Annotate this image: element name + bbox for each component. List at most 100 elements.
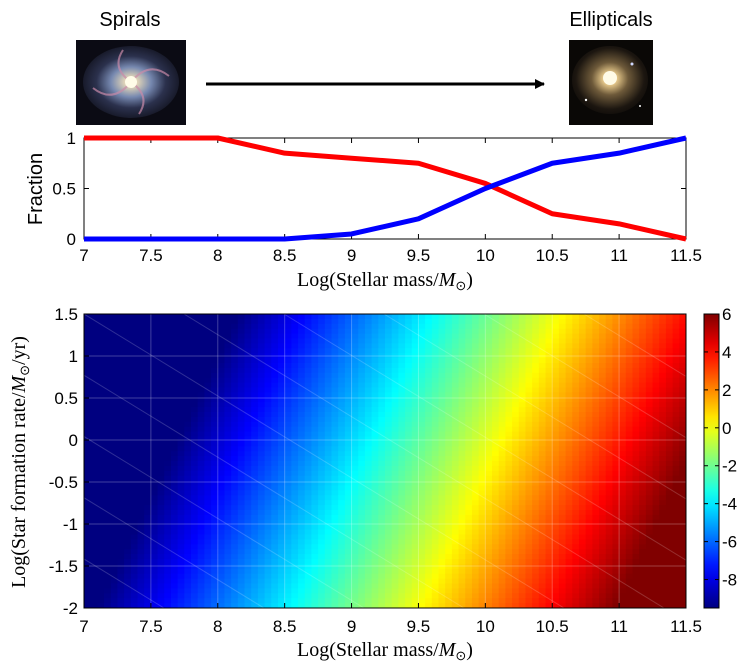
top-x-tick-label: 7.5	[139, 246, 163, 265]
heatmap-cell	[632, 348, 640, 354]
heatmap-cell	[191, 485, 199, 491]
heatmap-cell	[558, 588, 567, 594]
heatmap-cell	[251, 593, 259, 599]
heatmap-cell	[224, 490, 232, 496]
heatmap-cell	[405, 465, 413, 472]
heatmap-cell	[304, 358, 313, 364]
heatmap-cell	[599, 480, 607, 487]
heatmap-cell	[391, 490, 399, 496]
heatmap-cell	[492, 559, 500, 565]
heatmap-cell	[558, 402, 567, 408]
heatmap-cell	[251, 475, 259, 482]
heatmap-cell	[271, 446, 279, 452]
heatmap-cell	[512, 539, 520, 545]
heatmap-cell	[144, 529, 152, 536]
heatmap-cell	[364, 598, 373, 604]
heatmap-cell	[411, 382, 420, 389]
heatmap-cell	[552, 510, 560, 516]
heatmap-cell	[97, 397, 105, 403]
heatmap-cell	[164, 470, 172, 477]
heatmap-cell	[498, 451, 506, 457]
heatmap-cell	[378, 490, 386, 496]
heatmap-cell	[110, 377, 119, 384]
heatmap-cell	[338, 505, 346, 511]
heatmap-cell	[578, 431, 587, 438]
heatmap-cell	[391, 524, 399, 531]
heatmap-cell	[264, 397, 272, 403]
heatmap-cell	[552, 333, 560, 340]
heatmap-cell	[518, 544, 527, 550]
heatmap-cell	[471, 382, 480, 389]
heatmap-cell	[251, 426, 259, 433]
heatmap-cell	[465, 436, 473, 442]
heatmap-cell	[231, 480, 239, 487]
heatmap-cell	[505, 598, 513, 604]
top-x-axis-label: Log(Stellar mass/M⊙)	[297, 269, 473, 293]
heatmap-cell	[324, 426, 333, 433]
heatmap-cell	[244, 451, 252, 457]
heatmap-cell	[351, 519, 359, 526]
heatmap-cell	[191, 500, 199, 506]
heatmap-cell	[291, 578, 299, 585]
heatmap-cell	[498, 603, 506, 608]
heatmap-cell	[438, 358, 446, 364]
heatmap-cell	[204, 519, 212, 526]
heatmap-cell	[405, 416, 413, 423]
heatmap-cell	[251, 392, 259, 398]
heatmap-cell	[331, 436, 339, 442]
heatmap-cell	[538, 392, 547, 398]
heatmap-cell	[284, 465, 292, 472]
heatmap-cell	[104, 510, 112, 516]
heatmap-cell	[525, 412, 533, 418]
heatmap-cell	[578, 338, 587, 344]
heatmap-cell	[358, 519, 366, 526]
heatmap-cell	[104, 407, 112, 413]
heatmap-cell	[97, 465, 105, 472]
heatmap-cell	[177, 372, 185, 379]
heatmap-cell	[425, 588, 433, 594]
heatmap-cell	[438, 314, 446, 320]
heatmap-cell	[518, 573, 527, 580]
heatmap-cell	[565, 358, 573, 364]
heatmap-cell	[451, 387, 460, 393]
heatmap-cell	[110, 323, 119, 330]
heatmap-cell	[625, 338, 634, 344]
heatmap-cell	[431, 333, 440, 340]
heatmap-cell	[518, 554, 527, 560]
heatmap-cell	[465, 593, 473, 599]
heatmap-cell	[338, 426, 346, 433]
heatmap-cell	[244, 314, 252, 320]
heatmap-cell	[244, 563, 252, 570]
heatmap-cell	[625, 407, 634, 413]
heatmap-cell	[110, 544, 119, 550]
heatmap-cell	[277, 397, 286, 403]
heatmap-cell	[298, 554, 306, 560]
heatmap-cell	[277, 563, 286, 570]
heatmap-cell	[471, 397, 480, 403]
heatmap-cell	[498, 470, 506, 477]
heatmap-cell	[572, 514, 580, 521]
heatmap-cell	[257, 568, 266, 575]
heatmap-cell	[558, 446, 567, 452]
heatmap-cell	[164, 412, 172, 418]
heatmap-cell	[264, 485, 272, 491]
heatmap-cell	[124, 363, 132, 369]
heatmap-cell	[371, 338, 379, 344]
heatmap-cell	[191, 421, 199, 428]
heatmap-cell	[177, 480, 185, 487]
heatmap-cell	[184, 544, 192, 550]
heatmap-cell	[612, 377, 620, 384]
heatmap-cell	[84, 412, 92, 418]
heatmap-cell	[104, 441, 112, 447]
heatmap-cell	[438, 470, 446, 477]
heatmap-cell	[97, 353, 105, 359]
heatmap-cell	[110, 588, 119, 594]
heatmap-cell	[605, 436, 614, 442]
heatmap-cell	[231, 353, 239, 359]
heatmap-cell	[525, 407, 533, 413]
heatmap-cell	[257, 436, 266, 442]
heatmap-cell	[545, 431, 553, 438]
heatmap-cell	[130, 603, 139, 608]
heatmap-cell	[351, 353, 359, 359]
heatmap-cell	[485, 470, 493, 477]
